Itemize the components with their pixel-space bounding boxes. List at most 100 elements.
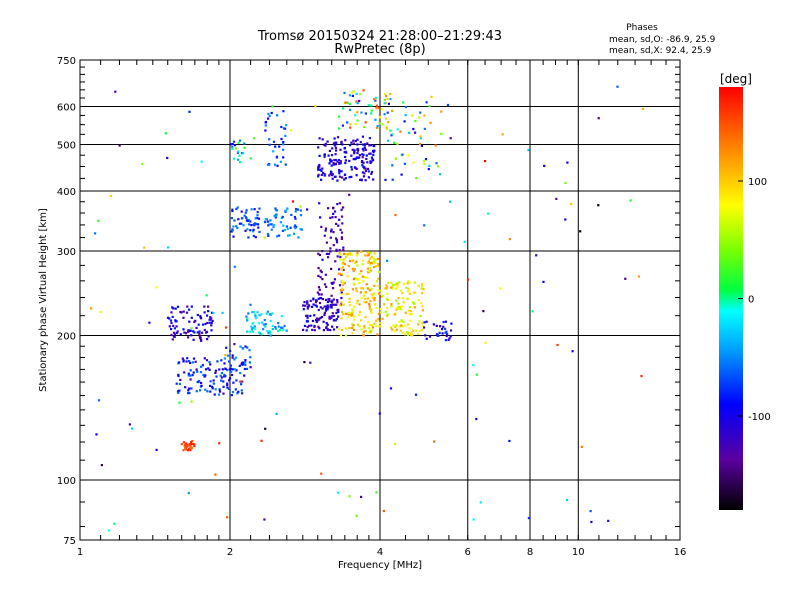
- scatter-point: [312, 303, 315, 306]
- scatter-point: [352, 328, 356, 331]
- scatter-point: [240, 380, 243, 383]
- scatter-point: [396, 285, 399, 288]
- scatter-point: [351, 94, 354, 97]
- scatter-point: [408, 292, 411, 295]
- scatter-point: [349, 259, 352, 263]
- scatter-point: [378, 289, 382, 292]
- scatter-point: [385, 125, 388, 128]
- scatter-point: [280, 137, 283, 141]
- scatter-point: [313, 325, 316, 328]
- scatter-point: [389, 92, 392, 96]
- scatter-point: [629, 199, 632, 202]
- scatter-point: [373, 260, 376, 263]
- scatter-point: [324, 227, 328, 230]
- scatter-point: [190, 442, 193, 446]
- scatter-point: [341, 287, 344, 290]
- scatter-point: [220, 376, 223, 379]
- scatter-point: [356, 278, 360, 281]
- scatter-point: [372, 153, 375, 157]
- scatter-point: [361, 160, 364, 163]
- colorbar-tick-label: 100: [748, 177, 767, 188]
- scatter-point: [425, 320, 428, 323]
- scatter-point: [411, 114, 414, 117]
- scatter-point: [207, 305, 210, 308]
- scatter-point: [248, 349, 251, 352]
- scatter-point: [366, 287, 370, 290]
- scatter-point: [189, 449, 192, 452]
- scatter-point: [303, 361, 306, 364]
- scatter-point: [371, 296, 374, 299]
- scatter-point: [231, 356, 234, 359]
- scatter-point: [379, 321, 382, 325]
- scatter-point: [355, 287, 358, 290]
- scatter-point: [231, 147, 234, 150]
- scatter-point: [290, 213, 293, 216]
- scatter-point: [182, 328, 185, 331]
- scatter-point: [349, 253, 352, 256]
- scatter-point: [318, 327, 321, 330]
- scatter-point: [345, 253, 349, 256]
- scatter-point: [346, 292, 349, 296]
- scatter-point: [425, 337, 428, 340]
- scatter-point: [419, 329, 422, 332]
- scatter-point: [444, 327, 447, 330]
- scatter-point: [341, 280, 344, 283]
- scatter-point: [325, 305, 328, 308]
- scatter-point: [317, 317, 320, 320]
- scatter-point: [367, 261, 370, 264]
- scatter-point: [340, 296, 343, 300]
- scatter-point: [362, 294, 365, 297]
- scatter-point: [372, 178, 375, 181]
- scatter-point: [369, 152, 372, 155]
- scatter-point: [327, 306, 330, 309]
- scatter-point: [377, 285, 380, 288]
- scatter-point: [364, 148, 367, 151]
- scatter-point: [339, 334, 342, 337]
- scatter-point: [302, 304, 305, 307]
- scatter-point: [278, 328, 282, 331]
- scatter-point: [254, 217, 257, 220]
- scatter-point: [324, 298, 328, 301]
- scatter-point: [264, 427, 267, 430]
- scatter-point: [182, 316, 185, 319]
- scatter-point: [108, 529, 111, 532]
- scatter-point: [328, 315, 331, 318]
- plot-area: [79, 59, 681, 541]
- scatter-point: [131, 427, 134, 430]
- scatter-point: [177, 391, 180, 394]
- scatter-point: [222, 385, 225, 388]
- scatter-point: [326, 323, 329, 326]
- scatter-point: [180, 443, 183, 446]
- scatter-point: [400, 324, 403, 327]
- scatter-point: [266, 330, 269, 333]
- scatter-point: [204, 322, 207, 326]
- scatter-point: [352, 269, 355, 272]
- scatter-point: [257, 226, 260, 229]
- scatter-point: [199, 315, 202, 318]
- scatter-point: [370, 311, 373, 314]
- scatter-point: [170, 311, 173, 314]
- scatter-point: [376, 257, 380, 260]
- scatter-point: [347, 264, 350, 267]
- scatter-point: [274, 207, 277, 210]
- scatter-point: [334, 319, 337, 322]
- scatter-point: [377, 277, 380, 280]
- scatter-point: [392, 324, 395, 327]
- scatter-point: [360, 328, 363, 331]
- scatter-points: [90, 85, 644, 532]
- scatter-point: [184, 447, 187, 450]
- scatter-point: [370, 255, 373, 258]
- scatter-point: [355, 174, 358, 177]
- scatter-point: [414, 393, 418, 396]
- scatter-point: [237, 141, 240, 144]
- scatter-point: [330, 306, 333, 309]
- scatter-point: [482, 310, 485, 313]
- scatter-point: [351, 148, 354, 151]
- scatter-point: [276, 164, 279, 167]
- scatter-point: [293, 215, 296, 219]
- scatter-point: [352, 278, 356, 281]
- scatter-point: [187, 389, 190, 392]
- scatter-point: [348, 144, 352, 147]
- scatter-point: [356, 302, 359, 305]
- scatter-point: [164, 132, 167, 135]
